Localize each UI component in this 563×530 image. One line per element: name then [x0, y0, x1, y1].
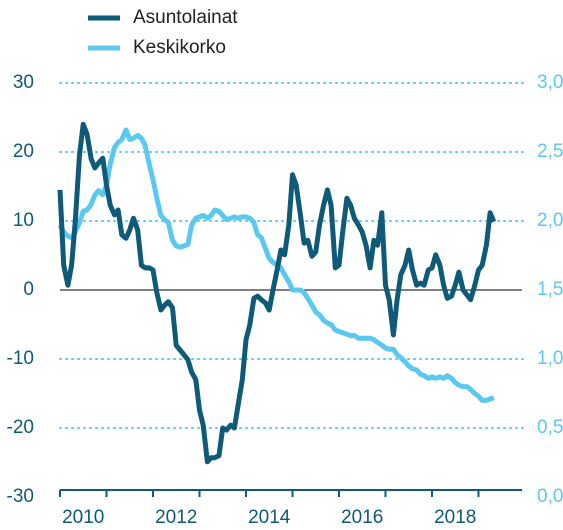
- y2-tick-label: 2,5: [537, 141, 563, 162]
- y2-tick-label: 0,5: [537, 417, 563, 438]
- x-tick-label: 2010: [62, 507, 104, 528]
- y-tick-label: -10: [7, 348, 34, 369]
- y-tick-label: 30: [13, 72, 34, 93]
- x-tick-label: 2018: [434, 507, 476, 528]
- y2-tick-label: 0,0: [537, 486, 563, 507]
- x-tick-label: 2012: [155, 507, 197, 528]
- legend-label: Asuntolainat: [133, 7, 238, 28]
- x-tick-label: 2014: [248, 507, 291, 528]
- y-tick-label: -20: [7, 417, 34, 438]
- line-series: [57, 121, 497, 465]
- y2-tick-label: 1,0: [537, 348, 563, 369]
- y2-tick-label: 3,0: [537, 72, 563, 93]
- y-tick-label: -30: [7, 486, 34, 507]
- y-tick-label: 20: [13, 141, 34, 162]
- y-tick-label: 0: [23, 279, 34, 300]
- y2-tick-label: 2,0: [537, 210, 563, 231]
- legend-label: Keskikorko: [133, 37, 226, 58]
- x-tick-label: 2016: [341, 507, 383, 528]
- y-tick-label: 10: [13, 210, 34, 231]
- y2-tick-label: 1,5: [537, 279, 563, 300]
